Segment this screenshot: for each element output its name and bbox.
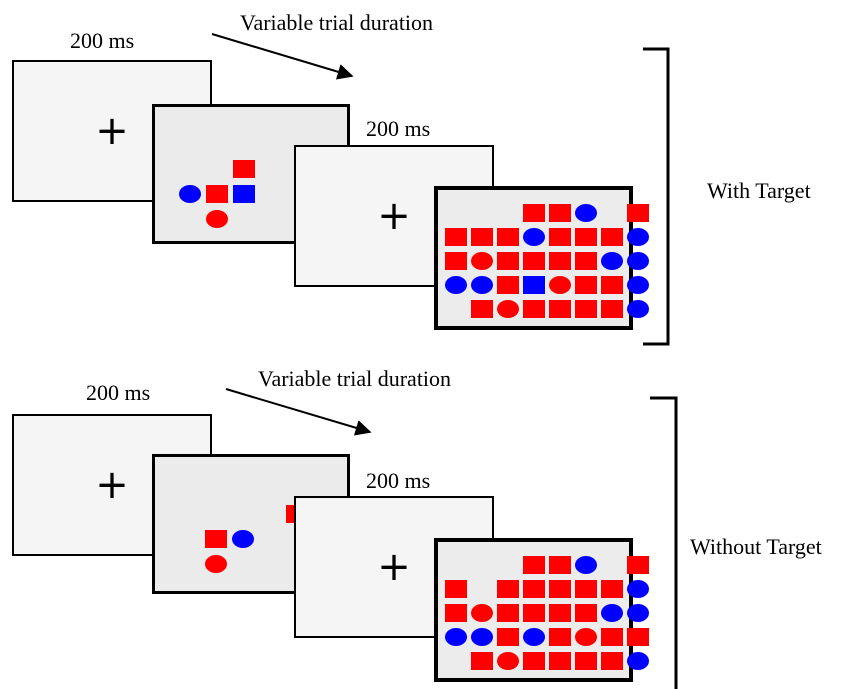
blue-circle bbox=[627, 604, 649, 622]
red-circle bbox=[497, 652, 519, 670]
blue-circle bbox=[471, 628, 493, 646]
red-square bbox=[601, 580, 623, 598]
red-square bbox=[627, 204, 649, 222]
red-square bbox=[549, 204, 571, 222]
red-circle bbox=[471, 252, 493, 270]
red-square bbox=[523, 580, 545, 598]
fixation-cross: + bbox=[377, 193, 411, 239]
duration-label-second: 200 ms bbox=[366, 468, 431, 493]
red-square bbox=[549, 252, 571, 270]
red-square bbox=[471, 300, 493, 318]
fixation-cross: + bbox=[95, 108, 129, 154]
red-circle bbox=[205, 555, 227, 573]
blue-circle bbox=[601, 252, 623, 270]
red-square bbox=[445, 228, 467, 246]
blue-circle bbox=[575, 204, 597, 222]
condition-label: Without Target bbox=[690, 534, 822, 559]
fixation-cross: + bbox=[377, 544, 411, 590]
duration-label-variable: Variable trial duration bbox=[240, 10, 434, 35]
duration-label-first: 200 ms bbox=[70, 28, 135, 53]
red-square bbox=[523, 204, 545, 222]
red-square bbox=[497, 228, 519, 246]
search-screen bbox=[434, 186, 649, 330]
red-square bbox=[601, 300, 623, 318]
red-circle bbox=[497, 300, 519, 318]
red-square bbox=[549, 556, 571, 574]
condition-bracket bbox=[643, 47, 670, 346]
red-square bbox=[575, 228, 597, 246]
red-square bbox=[549, 652, 571, 670]
red-square bbox=[497, 580, 519, 598]
red-square bbox=[575, 652, 597, 670]
red-square bbox=[523, 300, 545, 318]
red-square bbox=[445, 580, 467, 598]
blue-circle bbox=[523, 228, 545, 246]
red-circle bbox=[471, 604, 493, 622]
blue-circle bbox=[445, 276, 467, 294]
duration-label-second: 200 ms bbox=[366, 116, 431, 141]
duration-label-variable: Variable trial duration bbox=[258, 366, 452, 391]
blue-circle bbox=[627, 580, 649, 598]
blue-square bbox=[523, 276, 545, 294]
red-square bbox=[523, 556, 545, 574]
red-square bbox=[601, 276, 623, 294]
condition-label: With Target bbox=[707, 178, 811, 203]
red-square bbox=[497, 604, 519, 622]
red-square bbox=[523, 652, 545, 670]
red-square bbox=[549, 628, 571, 646]
red-square bbox=[233, 160, 255, 178]
red-square bbox=[575, 604, 597, 622]
blue-circle bbox=[471, 276, 493, 294]
red-square bbox=[523, 604, 545, 622]
search-screen bbox=[434, 538, 649, 682]
red-square bbox=[206, 185, 228, 203]
blue-circle bbox=[575, 556, 597, 574]
timeline-arrow bbox=[211, 33, 354, 80]
red-square bbox=[627, 628, 649, 646]
blue-circle bbox=[627, 252, 649, 270]
blue-circle bbox=[601, 604, 623, 622]
red-square bbox=[601, 228, 623, 246]
blue-square bbox=[233, 185, 255, 203]
red-square bbox=[497, 628, 519, 646]
red-circle bbox=[575, 628, 597, 646]
blue-circle bbox=[445, 628, 467, 646]
red-square bbox=[523, 252, 545, 270]
red-square bbox=[575, 276, 597, 294]
fixation-cross: + bbox=[95, 462, 129, 508]
red-circle bbox=[549, 276, 571, 294]
red-square bbox=[601, 628, 623, 646]
red-square bbox=[471, 228, 493, 246]
red-square bbox=[601, 652, 623, 670]
red-circle bbox=[206, 210, 228, 228]
red-square bbox=[575, 580, 597, 598]
red-square bbox=[575, 300, 597, 318]
timeline-arrow bbox=[225, 388, 372, 436]
red-square bbox=[205, 530, 227, 548]
blue-circle bbox=[627, 276, 649, 294]
blue-circle bbox=[627, 228, 649, 246]
red-square bbox=[549, 580, 571, 598]
red-square bbox=[497, 252, 519, 270]
blue-circle bbox=[232, 530, 254, 548]
blue-circle bbox=[627, 300, 649, 318]
red-square bbox=[445, 604, 467, 622]
red-square bbox=[575, 252, 597, 270]
red-square bbox=[445, 252, 467, 270]
red-square bbox=[549, 228, 571, 246]
red-square bbox=[549, 604, 571, 622]
blue-circle bbox=[523, 628, 545, 646]
duration-label-first: 200 ms bbox=[86, 380, 151, 405]
red-square bbox=[627, 556, 649, 574]
condition-bracket bbox=[650, 396, 678, 689]
blue-circle bbox=[627, 652, 649, 670]
red-square bbox=[497, 276, 519, 294]
blue-circle bbox=[179, 185, 201, 203]
red-square bbox=[549, 300, 571, 318]
red-square bbox=[471, 652, 493, 670]
